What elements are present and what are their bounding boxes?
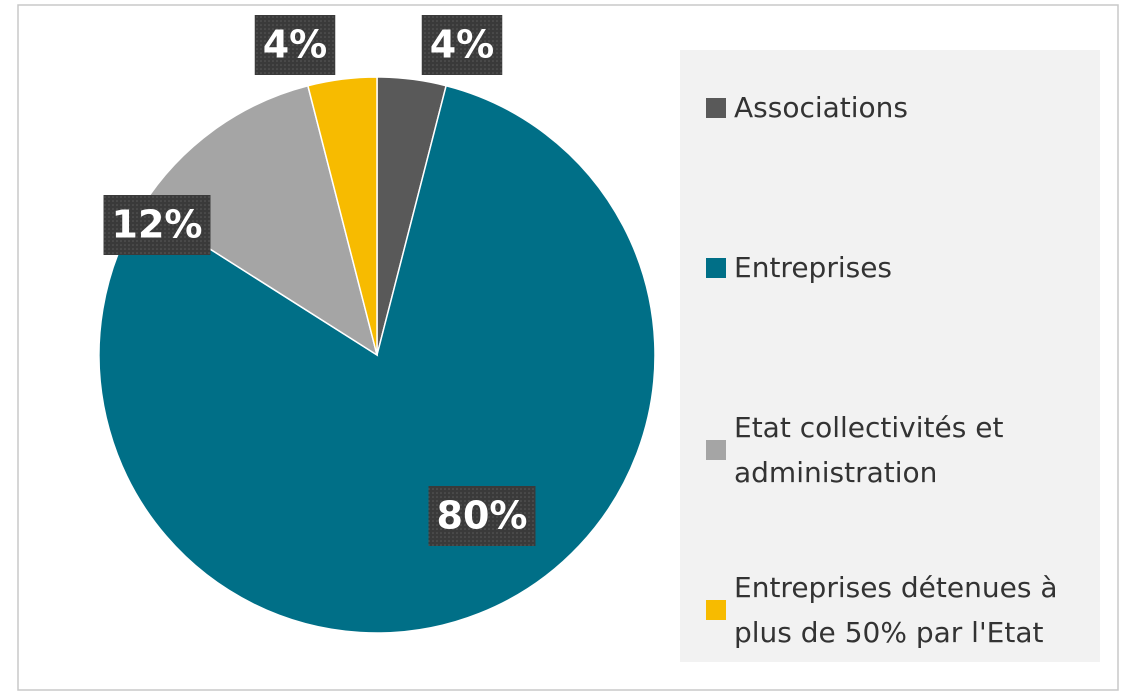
legend-swatch	[706, 440, 726, 460]
data-label-box	[254, 15, 336, 75]
legend-swatch	[706, 97, 726, 118]
legend-item: Entreprises	[706, 245, 1086, 290]
data-label-box	[421, 15, 503, 75]
data-label: 4%	[430, 23, 495, 67]
legend-item: Entreprises détenues à plus de 50% par l…	[706, 565, 1086, 655]
data-label: 4%	[263, 23, 328, 67]
legend-swatch	[706, 600, 726, 620]
data-label-box	[428, 486, 536, 546]
data-label: 12%	[112, 203, 203, 247]
data-label: 80%	[437, 494, 528, 538]
pie-slice	[141, 84, 379, 357]
legend-label: Associations	[734, 91, 909, 124]
legend-item: Associations	[706, 85, 1086, 130]
legend-label: Entreprises	[734, 251, 893, 284]
legend-swatch	[706, 257, 726, 278]
legend-item: Etat collectivités et administration	[706, 405, 1086, 495]
pie-slice	[306, 76, 378, 356]
data-label-box	[103, 195, 211, 255]
legend-label: Etat collectivités et administration	[734, 411, 1004, 489]
legend-label: Entreprises détenues à plus de 50% par l…	[734, 571, 1058, 649]
legend-box	[680, 50, 1100, 662]
